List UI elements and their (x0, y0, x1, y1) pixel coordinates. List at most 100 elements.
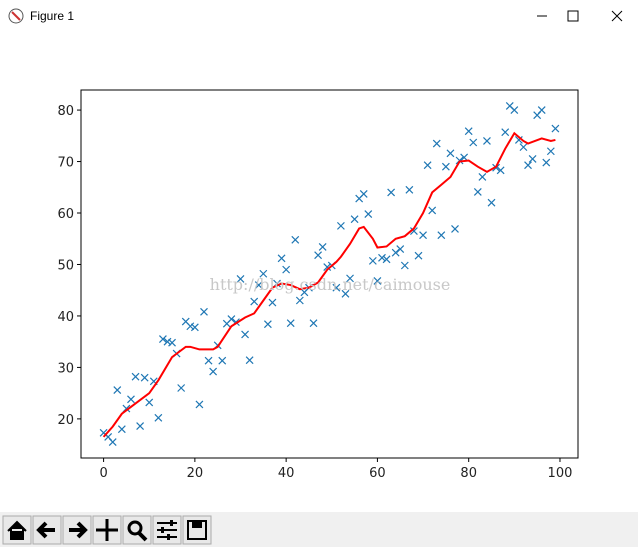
scatter-point (236, 274, 245, 283)
y-tick-label: 40 (57, 310, 74, 325)
y-tick-label: 50 (57, 258, 74, 273)
axes-frame (80, 89, 579, 459)
forward-button[interactable] (62, 515, 92, 545)
scatter-point (346, 274, 354, 283)
scatter-point (455, 156, 464, 165)
scatter-point (391, 248, 400, 257)
scatter-point (405, 185, 414, 194)
scatter-point (136, 422, 145, 431)
scatter-point (241, 330, 249, 339)
scatter-point (414, 251, 423, 260)
scatter-point (524, 161, 532, 170)
scatter-point (127, 395, 135, 404)
scatter-point (113, 386, 122, 394)
scatter-point (546, 147, 555, 156)
home-button[interactable] (2, 515, 32, 545)
scatter-point (309, 319, 318, 328)
scatter-point (245, 356, 254, 365)
scatter-point (268, 298, 277, 307)
y-tick-label: 30 (57, 361, 74, 376)
toolbar-icons (2, 515, 212, 545)
scatter-point (487, 198, 496, 207)
y-tick-label: 80 (57, 104, 74, 119)
x-tick-label: 60 (369, 466, 386, 481)
pan-button[interactable] (92, 515, 122, 545)
scatter-point (419, 231, 427, 240)
save-button[interactable] (182, 515, 212, 545)
line (102, 131, 556, 438)
scatter-point (364, 210, 373, 218)
scatter-point (195, 400, 204, 409)
app-icon (11, 11, 21, 21)
scatter-point (400, 261, 409, 270)
window-title: Figure 1 (30, 9, 75, 23)
scatter-point (190, 323, 199, 332)
scatter-point (286, 319, 295, 328)
scatter-point (314, 251, 323, 260)
scatter-point (368, 256, 377, 265)
scatter-point (131, 372, 140, 381)
chart: 20 30 40 50 60 70 80 0 20 40 60 80 100 http://blog.cs… (57, 89, 579, 481)
zoom-button[interactable] (122, 515, 152, 545)
y-tick-label: 60 (57, 207, 74, 222)
scatter-point (168, 338, 176, 347)
x-tick-label: 40 (278, 466, 295, 481)
scatter-point (277, 254, 286, 263)
scatter-point (519, 143, 528, 152)
close-button[interactable] (611, 10, 623, 22)
scatter-point (446, 149, 455, 158)
scatter-point (263, 320, 272, 329)
scatter-point (423, 161, 432, 170)
maximize-button[interactable] (567, 10, 579, 22)
scatter-point (108, 438, 117, 446)
scatter-point (336, 221, 345, 230)
toolbar (0, 512, 638, 547)
scatter-point (382, 255, 391, 264)
watermark: http://blog.csdn.net/caimouse (210, 275, 451, 294)
scatter-point (154, 413, 163, 422)
scatter-point (428, 206, 437, 215)
x-tick-label: 0 (99, 466, 107, 481)
scatter-point (378, 253, 386, 262)
scatter-point (177, 384, 186, 392)
configure-button[interactable] (152, 515, 182, 545)
scatter-point (318, 243, 327, 251)
scatter-point (542, 158, 551, 167)
scatter-point (117, 425, 126, 434)
scatter-point (163, 337, 172, 346)
scatter-point (510, 106, 519, 114)
scatter-point (295, 296, 304, 305)
scatter-point (373, 277, 382, 285)
x-tick-label: 20 (187, 466, 204, 481)
scatter-point (204, 356, 213, 365)
scatter-point (200, 307, 208, 316)
scatter-point (537, 106, 546, 114)
back-button[interactable] (32, 515, 62, 545)
scatter-point (259, 269, 268, 278)
scatter-point (528, 155, 537, 163)
scatter-point (250, 297, 259, 306)
scatter-point (332, 283, 341, 292)
scatter-point (396, 245, 405, 253)
scatter-point (451, 225, 459, 233)
scatter-point (350, 215, 359, 224)
scatter-point (437, 231, 446, 240)
scatter-point (218, 356, 227, 365)
scatter-point (282, 265, 291, 274)
title-icons (8, 8, 623, 24)
scatter-point (432, 139, 441, 148)
scatter-point (359, 190, 368, 198)
x-tick-label: 80 (460, 466, 477, 481)
scatter-point (464, 127, 473, 136)
scatter-point (140, 373, 149, 382)
scatter-point (387, 188, 396, 197)
scatter-point (496, 166, 505, 175)
scatter-point (501, 128, 510, 137)
x-tick-label: 100 (548, 466, 573, 481)
scatter-point (254, 281, 263, 289)
scatter-point (145, 398, 154, 407)
scatter-point (158, 335, 167, 344)
title-bar: Figure 1 (0, 0, 638, 32)
scatter-point (514, 135, 523, 144)
